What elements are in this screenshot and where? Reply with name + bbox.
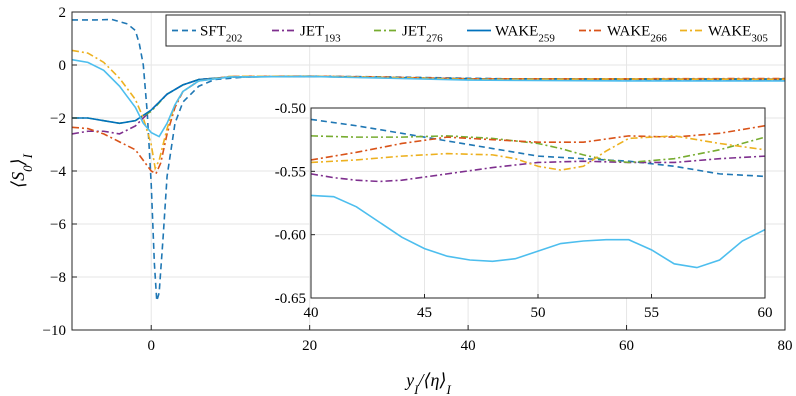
inset-x-tick-label: 55 — [644, 305, 659, 321]
legend-name: WAKE — [708, 24, 751, 40]
main-series-line-5 — [71, 49, 786, 171]
legend-items: SFT202 JET193 JET276 WAKE259 WAKE266 WAKE305 — [172, 24, 768, 45]
main-series-line-0 — [72, 18, 785, 302]
legend-subscript: 305 — [751, 33, 768, 45]
inset-y-tick-label: -0.55 — [275, 164, 306, 180]
legend-name: JET — [402, 24, 426, 40]
legend-name: WAKE — [495, 24, 538, 40]
inset-x-tick-label: 40 — [304, 305, 319, 321]
main-y-tick-label: −4 — [50, 164, 66, 180]
legend-subscript: 202 — [226, 33, 243, 45]
inset-series-group — [310, 118, 766, 269]
legend-subscript: 259 — [538, 33, 555, 45]
inset-series-line-6 — [310, 194, 766, 269]
inset-series-line-5 — [310, 135, 766, 171]
main-y-tick-label: −6 — [50, 217, 66, 233]
inset-series-line-2 — [310, 135, 766, 164]
main-y-tick-label: −10 — [43, 323, 66, 339]
inset-y-tick-label: -0.60 — [275, 228, 306, 244]
main-y-tick-label: 0 — [59, 58, 67, 74]
inset-series-line-0 — [310, 118, 766, 178]
inset-tick-labels: 40 45 50 55 60 -0.50 -0.55 -0.60 -0.65 — [275, 101, 773, 321]
legend-name: JET — [300, 24, 324, 40]
inset-x-tick-label: 50 — [531, 305, 546, 321]
main-series-group — [71, 18, 786, 302]
inset-series-line-4 — [310, 124, 766, 161]
main-y-tick-label: −2 — [50, 111, 66, 127]
legend: SFT202 JET193 JET276 WAKE259 WAKE266 WAKE305 — [165, 14, 782, 47]
x-axis-label: yI/⟨η⟩I — [404, 370, 451, 396]
inset-y-tick-label: -0.65 — [275, 291, 306, 307]
legend-label-1: JET193 — [300, 24, 341, 45]
legend-label-5: WAKE305 — [708, 24, 768, 45]
main-y-tick-label: 2 — [59, 5, 67, 21]
main-y-tick-label: −8 — [50, 270, 66, 286]
inset-series-line-1 — [310, 155, 766, 183]
inset-y-tick-label: -0.50 — [275, 101, 306, 117]
main-x-tick-label: 40 — [461, 338, 476, 354]
legend-label-3: WAKE259 — [495, 24, 555, 45]
main-series-line-6 — [71, 58, 785, 138]
legend-label-4: WAKE266 — [607, 24, 667, 45]
main-x-tick-label: 60 — [619, 338, 634, 354]
legend-subscript: 193 — [324, 33, 341, 45]
inset-plot: 40 45 50 55 60 -0.50 -0.55 -0.60 -0.65 — [275, 101, 773, 321]
inset-x-tick-label: 60 — [758, 305, 773, 321]
y-axis-label: ⟨S0⟩I — [8, 153, 35, 188]
legend-subscript: 276 — [426, 33, 443, 45]
main-x-tick-label: 20 — [302, 338, 317, 354]
main-x-tick-label: 0 — [147, 338, 155, 354]
inset-x-tick-label: 45 — [417, 305, 432, 321]
main-x-tick-label: 80 — [778, 338, 793, 354]
legend-name: SFT — [200, 24, 226, 40]
main-series-line-4 — [71, 75, 786, 175]
legend-name: WAKE — [607, 24, 650, 40]
legend-label-2: JET276 — [402, 24, 443, 45]
legend-subscript: 266 — [650, 33, 667, 45]
legend-label-0: SFT202 — [200, 24, 242, 45]
